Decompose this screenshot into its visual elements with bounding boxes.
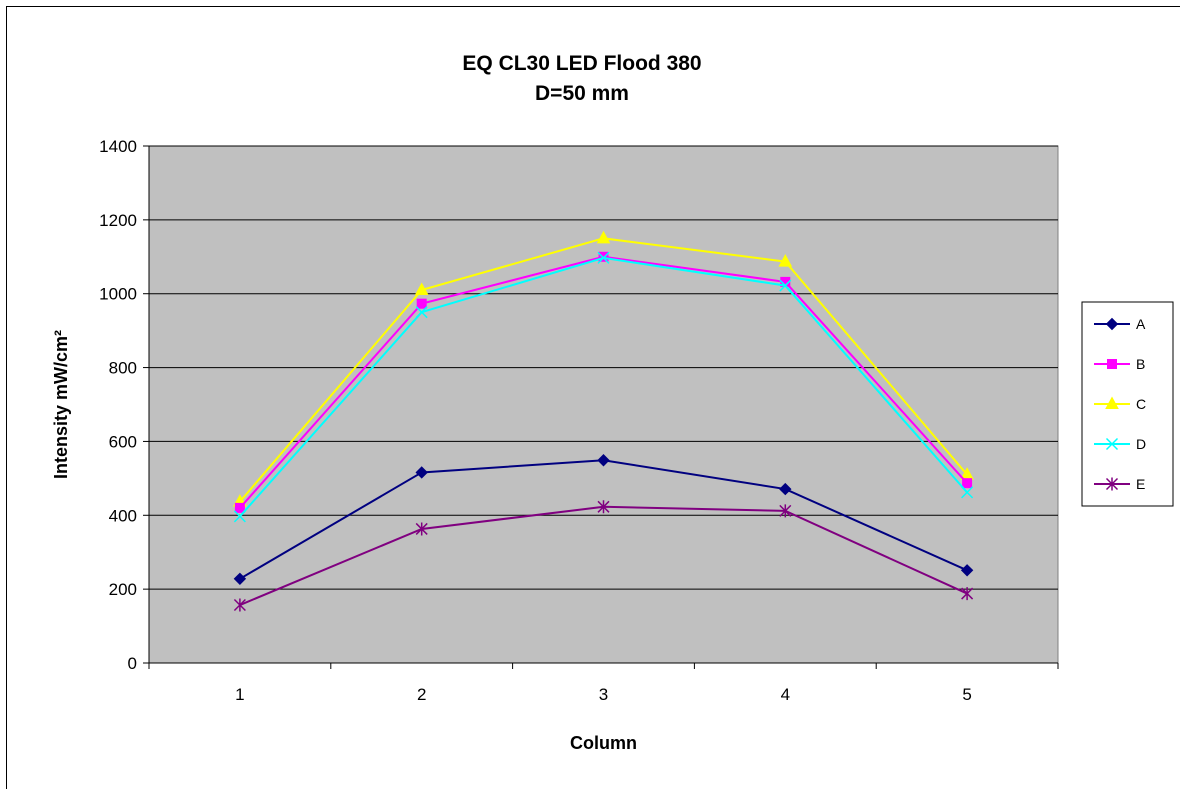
data-point-C: [778, 254, 793, 267]
y-tick-label: 600: [109, 432, 137, 451]
data-point-D: [415, 306, 428, 319]
legend-marker: [1105, 437, 1119, 451]
x-axis-ticks: 1 2 3 4 5: [148, 663, 1059, 704]
legend-item-A: A: [1094, 316, 1146, 332]
legend-marker: [1107, 359, 1117, 369]
series-lines: [233, 230, 974, 612]
data-point-C: [414, 282, 429, 296]
legend-item-D: D: [1094, 436, 1146, 452]
data-point-B: [962, 478, 973, 489]
chart-title: EQ CL30 LED Flood 380 D=50 mm: [462, 52, 701, 105]
data-point-A: [779, 482, 792, 496]
legend-item-E: E: [1094, 476, 1145, 492]
legend-marker: [1105, 317, 1119, 331]
legend-item-B: B: [1094, 356, 1145, 372]
data-point-D: [233, 510, 246, 523]
data-point-A: [597, 454, 610, 467]
series-E: [233, 500, 974, 612]
x-axis-title: Column: [570, 733, 637, 753]
x-tick-label: 1: [235, 685, 244, 704]
legend: A B C D E: [1081, 301, 1174, 507]
legend-label: C: [1136, 396, 1146, 412]
data-point-E: [233, 598, 246, 612]
legend-label: D: [1136, 436, 1146, 452]
legend-label: E: [1136, 476, 1145, 492]
data-point-E: [597, 500, 610, 514]
data-point-B: [234, 502, 245, 513]
y-tick-label: 1200: [99, 211, 137, 230]
data-point-D: [779, 279, 792, 292]
data-point-A: [415, 466, 428, 479]
data-point-D: [961, 486, 974, 499]
legend-marker: [1105, 396, 1119, 409]
data-point-B: [598, 251, 609, 262]
x-tick-label: 3: [599, 685, 608, 704]
series-A: [233, 454, 974, 586]
x-tick-label: 2: [417, 685, 426, 704]
data-point-D: [597, 251, 610, 264]
legend-item-C: C: [1094, 396, 1146, 412]
data-point-A: [960, 564, 974, 577]
series-D: [233, 251, 974, 523]
legend-label: B: [1136, 356, 1145, 372]
y-tick-label: 200: [109, 580, 137, 599]
y-tick-label: 1400: [99, 137, 137, 156]
legend-marker: [1105, 477, 1119, 491]
data-point-A: [233, 572, 247, 586]
y-tick-label: 1000: [99, 285, 137, 304]
data-point-C: [596, 230, 611, 244]
y-tick-label: 0: [128, 654, 137, 673]
title-text: EQ CL30 LED Flood 380: [462, 52, 701, 75]
y-axis-ticks: 0 200 400 600 800 1000 1200 1400: [99, 137, 149, 673]
data-point-B: [416, 298, 427, 309]
y-tick-label: 800: [109, 359, 137, 378]
series-B: [234, 251, 973, 513]
y-axis-title: Intensity mW/cm²: [51, 330, 71, 479]
axes: [148, 146, 1058, 664]
x-tick-label: 4: [781, 685, 790, 704]
data-point-E: [961, 587, 974, 601]
legend-label: A: [1136, 316, 1146, 332]
subtitle-text: D=50 mm: [535, 82, 629, 105]
gridlines: [149, 145, 1058, 590]
data-point-E: [779, 504, 792, 518]
y-tick-label: 400: [109, 506, 137, 525]
data-point-E: [415, 522, 428, 536]
x-tick-label: 5: [962, 685, 971, 704]
